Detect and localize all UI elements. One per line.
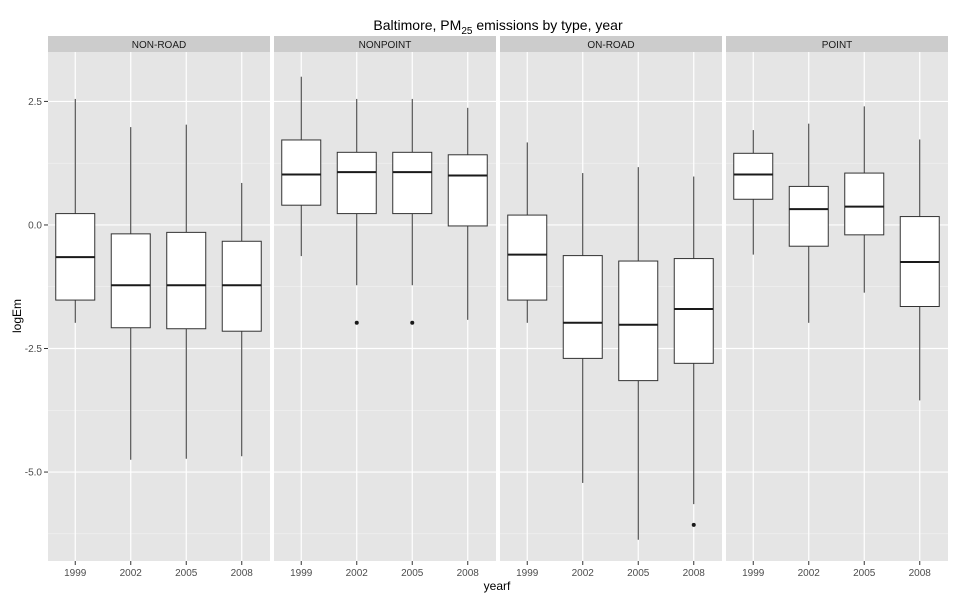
x-tick-label: 2005 [853,568,876,579]
panel-background [274,52,496,561]
boxplot-non-road-2008 [221,182,262,457]
box [562,255,603,359]
boxplot-non-road-2005 [166,124,207,459]
boxplot-on-road-2005 [618,167,659,540]
facet-strip-label: NONPOINT [359,40,412,51]
y-tick-label: 0.0 [28,220,42,231]
outlier-point [354,320,359,325]
box [392,151,433,215]
y-tick-label: 2.5 [28,97,42,108]
boxplot-on-road-1999 [507,142,548,323]
box [618,260,659,382]
x-tick-label: 2005 [627,568,650,579]
x-tick-label: 2008 [683,568,706,579]
boxplot-nonpoint-1999 [281,76,322,257]
facet-strip-label: POINT [822,40,853,51]
x-tick-label: 2002 [346,568,369,579]
box [733,152,774,200]
facet-strip [726,36,948,52]
x-tick-label: 2002 [798,568,821,579]
boxplot-non-road-1999 [55,98,96,323]
x-tick-label: 2002 [572,568,595,579]
box [166,231,207,330]
x-tick-label: 2005 [401,568,424,579]
facet-panel: NONPOINT 1999 2002 2005 2008 [274,36,496,579]
x-axis-title: yearf [484,579,511,593]
facet-strip [48,36,270,52]
y-tick-label: -5.0 [25,468,43,479]
box [447,154,488,227]
boxplot-nonpoint-2005 [392,98,433,325]
box [507,214,548,301]
boxplot-on-road-2002 [562,173,603,483]
facet-strip [500,36,722,52]
facet-strip-label: NON-ROAD [132,40,186,51]
boxplot-point-2002 [788,123,829,323]
x-tick-label: 2005 [175,568,198,579]
x-tick-label: 1999 [290,568,313,579]
facet-strip [274,36,496,52]
facet-panel: ON-ROAD 1999 2002 2005 2008 [500,36,722,579]
box [673,258,714,364]
x-tick-label: 2002 [120,568,143,579]
y-axis-title: logEm [10,299,24,333]
box [336,151,377,215]
x-tick-label: 2008 [231,568,254,579]
boxplot-non-road-2002 [110,127,151,460]
boxplot-point-2005 [844,106,885,293]
box [788,185,829,247]
y-tick-label: -2.5 [25,344,43,355]
boxplot-point-1999 [733,130,774,255]
x-tick-label: 1999 [64,568,87,579]
box [110,233,151,329]
x-tick-label: 1999 [516,568,539,579]
x-tick-label: 2008 [909,568,932,579]
facet-strip-label: ON-ROAD [587,40,634,51]
boxplot-nonpoint-2008 [447,107,488,320]
panels: NON-ROAD 1999 2002 2005 2008 NONPOINT 1999 2002… [48,36,948,579]
boxplot-point-2008 [899,139,940,401]
facet-panel: NON-ROAD 1999 2002 2005 2008 [48,36,270,579]
box [844,172,885,236]
x-tick-label: 1999 [742,568,765,579]
x-tick-label: 2008 [457,568,480,579]
y-axis-ticks: 2.5 0.0 -2.5 -5.0 [25,97,48,479]
box [281,139,322,206]
outlier-point [410,320,415,325]
outlier-point [691,522,696,527]
facet-panel: POINT 1999 2002 2005 2008 [726,36,948,579]
boxplot-on-road-2008 [673,176,714,527]
chart-title: Baltimore, PM25 emissions by type, year [373,17,623,37]
boxplot-nonpoint-2002 [336,98,377,325]
